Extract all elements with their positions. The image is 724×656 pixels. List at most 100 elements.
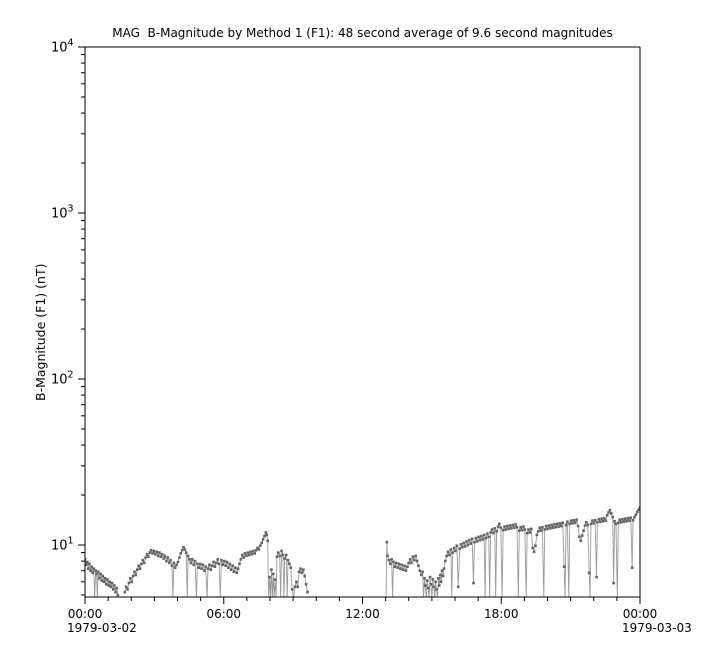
data-point-marker [473, 540, 476, 544]
data-point-marker [107, 584, 110, 587]
data-point-marker [110, 581, 114, 585]
data-point-marker [501, 528, 505, 532]
y-tick-label: 103 [51, 204, 74, 222]
data-point-marker [547, 524, 551, 527]
data-point-marker [498, 522, 501, 526]
data-point-marker [85, 563, 88, 567]
data-point-marker [212, 560, 215, 564]
data-point-marker [428, 575, 432, 579]
data-point-marker [452, 546, 456, 550]
data-point-marker [91, 571, 94, 575]
data-point-marker [90, 565, 94, 569]
data-point-marker [469, 542, 473, 545]
data-point-marker [280, 549, 283, 553]
data-point-marker [587, 571, 591, 575]
data-point-marker [159, 555, 163, 559]
data-point-marker [98, 577, 101, 580]
data-point-marker [472, 581, 475, 585]
data-point-marker [154, 552, 157, 556]
data-point-marker [532, 550, 536, 554]
data-point-marker [406, 565, 409, 569]
data-point-marker [263, 534, 266, 538]
data-point-marker [525, 531, 529, 535]
data-point-marker [629, 516, 633, 520]
data-point-marker [184, 551, 188, 554]
data-point-marker [387, 558, 391, 562]
data-point-marker [126, 588, 129, 591]
data-point-marker [495, 529, 498, 533]
data-point-marker [167, 561, 171, 565]
data-point-marker [293, 585, 297, 589]
data-point-marker [407, 561, 411, 565]
data-point-marker [235, 571, 238, 575]
data-point-marker [520, 528, 524, 532]
y-tick-label: 104 [51, 38, 74, 56]
data-point-marker [250, 552, 254, 556]
data-point-marker [271, 572, 275, 576]
data-point-marker [618, 518, 621, 522]
data-point-marker [134, 573, 138, 577]
data-point-marker [99, 572, 102, 576]
data-point-marker [200, 567, 203, 570]
data-point-marker [538, 526, 541, 530]
data-point-marker [246, 551, 250, 554]
data-point-marker [158, 551, 161, 554]
data-point-marker [206, 567, 210, 570]
data-point-marker [182, 545, 185, 549]
data-point-marker [257, 548, 261, 551]
data-point-marker [228, 562, 232, 566]
data-point-marker [148, 551, 152, 554]
data-point-marker [410, 561, 413, 565]
data-point-marker [286, 558, 290, 562]
data-point-marker [637, 508, 640, 512]
data-point-marker [541, 525, 544, 529]
data-point-marker [124, 585, 128, 589]
data-point-marker [216, 558, 220, 561]
data-point-marker [638, 506, 640, 509]
data-point-marker [470, 537, 474, 541]
data-point-marker [465, 540, 468, 543]
data-point-marker [166, 556, 170, 559]
data-point-marker [295, 580, 298, 584]
data-point-marker [613, 519, 616, 523]
data-point-marker [192, 563, 195, 567]
data-point-marker [275, 555, 279, 559]
data-point-marker [527, 528, 530, 531]
data-point-marker [104, 582, 108, 586]
data-point-marker [169, 558, 172, 562]
data-point-marker [92, 567, 96, 570]
data-point-marker [603, 516, 606, 520]
data-point-marker [388, 562, 392, 566]
data-point-marker [528, 531, 532, 534]
data-point-marker [133, 570, 136, 574]
data-point-marker [270, 568, 273, 571]
data-point-marker [432, 585, 436, 589]
data-point-marker [586, 523, 590, 527]
data-point-marker [106, 578, 109, 581]
data-point-marker [408, 558, 412, 561]
data-point-marker [572, 518, 576, 522]
data-point-marker [419, 573, 423, 577]
data-point-marker [210, 564, 214, 568]
data-point-marker [611, 515, 615, 519]
data-point-marker [589, 522, 593, 526]
data-point-marker [431, 578, 435, 581]
data-point-marker [306, 590, 309, 594]
data-point-marker [437, 584, 441, 587]
data-point-marker [522, 525, 525, 528]
data-point-marker [575, 518, 578, 522]
data-point-marker [466, 543, 470, 547]
data-point-marker [459, 542, 463, 546]
data-point-marker [232, 570, 236, 574]
axes [78, 46, 641, 604]
data-point-marker [243, 552, 247, 555]
data-point-marker [278, 554, 282, 558]
data-point-marker [592, 522, 596, 525]
data-point-marker [151, 552, 154, 555]
data-point-marker [114, 590, 117, 594]
data-point-marker [240, 553, 244, 557]
data-point-marker [249, 550, 252, 554]
data-point-marker [403, 564, 406, 568]
data-point-marker [297, 570, 301, 574]
data-point-marker [458, 547, 461, 550]
